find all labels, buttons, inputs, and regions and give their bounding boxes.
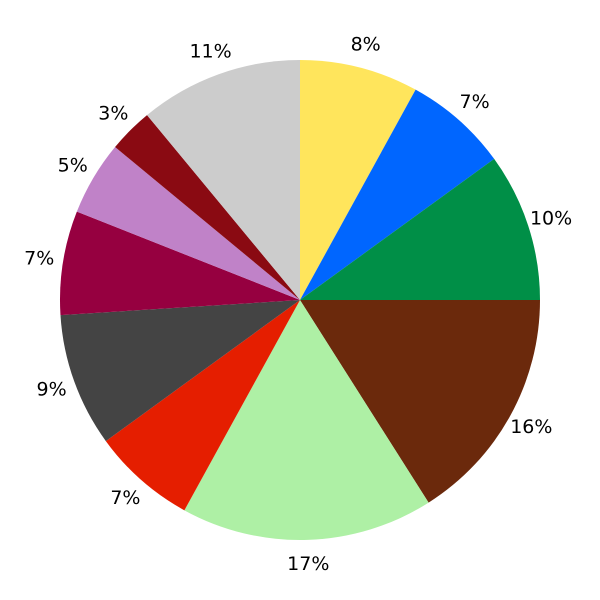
pie-slice: [60, 300, 300, 442]
pie-labels: 8% 7% 10% 16% 17% 7% 9% 7% 5% 3% 11%: [24, 33, 572, 575]
pie-slice: [300, 158, 540, 300]
pie-slice: [59, 211, 300, 316]
slice-label: 8%: [351, 33, 381, 55]
pie-slice: [300, 300, 540, 503]
pie-slice: [147, 60, 300, 300]
slice-label: 7%: [110, 487, 140, 509]
pie-slice: [300, 60, 416, 300]
pie-slice: [184, 300, 429, 540]
pie-slice: [115, 115, 301, 301]
slice-label: 16%: [510, 416, 552, 438]
slice-label: 11%: [189, 41, 231, 63]
pie-slice: [300, 89, 495, 300]
slice-label: 10%: [530, 207, 572, 229]
pie-slice: [105, 300, 300, 511]
slice-label: 3%: [98, 102, 128, 124]
slice-label: 17%: [287, 553, 329, 575]
slice-label: 5%: [58, 155, 88, 177]
slice-label: 7%: [460, 91, 490, 113]
pie-slice: [76, 147, 301, 300]
slice-label: 7%: [24, 248, 54, 270]
slice-label: 9%: [37, 378, 67, 400]
pie-slices: [59, 60, 540, 540]
